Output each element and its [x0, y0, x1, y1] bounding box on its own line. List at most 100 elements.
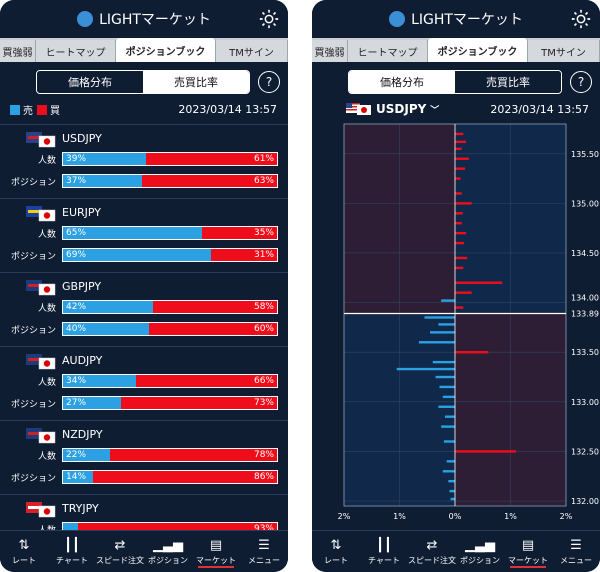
timestamp: 2023/03/14 13:57 — [490, 103, 589, 116]
ratio-bar: 34% 66% — [62, 374, 278, 388]
price-distribution-button[interactable]: 価格分布 — [37, 71, 143, 93]
buy-segment: 58% — [152, 301, 277, 313]
y-tick-label: 132.50 — [571, 447, 599, 456]
row-label: 人数 — [37, 377, 56, 388]
tab-tm-sign[interactable]: TMサイン — [528, 40, 600, 62]
nav-rate-label: レート — [12, 556, 36, 565]
order-bar — [442, 470, 455, 473]
app-logo-icon — [389, 11, 406, 27]
order-bar — [446, 460, 455, 463]
usd-jpy-flags-icon — [26, 132, 56, 148]
trade-ratio-button[interactable]: 売買比率 — [455, 71, 561, 93]
chevron-down-icon: ﹀ — [430, 105, 440, 116]
sell-segment: 40% — [63, 323, 149, 335]
tab-strength[interactable]: 買強弱 — [312, 40, 348, 62]
buy-segment: 63% — [142, 175, 277, 187]
nav-market[interactable]: ▤ マーケット — [504, 531, 552, 572]
position-ratio-row: ポジション 37% 63% — [0, 173, 288, 189]
order-bar — [455, 256, 468, 260]
position-ratio-row: ポジション 40% 60% — [0, 321, 288, 337]
nav-menu[interactable]: ☰ メニュー — [240, 531, 288, 572]
tab-heatmap[interactable]: ヒートマップ — [348, 40, 428, 62]
y-tick-label: 133.50 — [571, 348, 599, 357]
x-tick-label: 1% — [393, 512, 406, 521]
order-bar — [432, 360, 455, 364]
market-news-icon: ▤ — [521, 537, 535, 553]
gear-icon[interactable] — [258, 8, 280, 30]
nav-speed-order[interactable]: ⇄ スピード注文 — [408, 531, 456, 572]
order-bar — [438, 405, 455, 408]
order-bar — [441, 299, 455, 302]
order-bar — [455, 177, 461, 180]
help-button[interactable]: ? — [258, 71, 280, 93]
position-book-chart[interactable]: 135.50 135.00 134.50 134.00 133.89 133.50 133.… — [312, 118, 600, 530]
order-bar — [455, 291, 472, 294]
tab-tm-sign[interactable]: TMサイン — [216, 40, 288, 62]
pair-card: AUDJPY 人数 34% 66% ポジション 27% 73% — [0, 346, 288, 420]
nav-menu[interactable]: ☰ メニュー — [552, 531, 600, 572]
x-tick-label: 2% — [560, 512, 573, 521]
count-ratio-row: 人数 93% — [0, 521, 288, 530]
sell-swatch — [10, 104, 20, 115]
row-label: 人数 — [37, 303, 56, 314]
usd-jpy-flags-icon — [346, 103, 371, 115]
ratio-bar: 65% 35% — [62, 226, 278, 240]
sell-segment — [63, 523, 78, 530]
pair-card: GBPJPY 人数 42% 58% ポジション 40% 60% — [0, 272, 288, 346]
price-distribution-button[interactable]: 価格分布 — [349, 71, 455, 93]
position-ratio-row: ポジション 69% 31% — [0, 247, 288, 263]
ratio-bar: 42% 58% — [62, 300, 278, 314]
nav-position[interactable]: ▁▃▅ ポジション — [456, 531, 504, 572]
nav-position-label: ポジション — [148, 556, 188, 565]
legend: 売 買 — [10, 102, 60, 117]
y-tick-label: 134.50 — [571, 249, 599, 258]
position-bars-icon: ▁▃▅ — [153, 537, 183, 553]
nav-rate[interactable]: ⇅ レート — [312, 531, 360, 572]
order-bar — [455, 450, 517, 453]
app-title: LIGHTマーケット — [99, 12, 211, 28]
candlestick-icon: ┃┃ — [64, 537, 80, 553]
gear-icon[interactable] — [570, 8, 592, 30]
nav-market[interactable]: ▤ マーケット — [192, 531, 240, 572]
legend-sell: 売 — [23, 106, 33, 117]
nav-chart[interactable]: ┃┃ チャート — [48, 531, 96, 572]
menu-icon: ☰ — [258, 537, 270, 553]
y-tick-label: 133.89 — [571, 310, 599, 319]
order-bar — [455, 167, 465, 170]
order-bar — [442, 395, 455, 399]
nav-position[interactable]: ▁▃▅ ポジション — [144, 531, 192, 572]
buy-segment: 78% — [110, 449, 277, 461]
row-label: ポジション — [10, 251, 56, 262]
order-bar — [430, 331, 455, 334]
selected-pair-name: USDJPY — [376, 102, 427, 116]
tab-strength[interactable]: 買強弱 — [0, 40, 36, 62]
pair-selector[interactable]: USDJPY ﹀ — [346, 102, 439, 116]
menu-icon: ☰ — [570, 537, 582, 553]
ratio-bar: 37% 63% — [62, 174, 278, 188]
help-button[interactable]: ? — [570, 71, 592, 93]
tab-position-book[interactable]: ポジションブック — [116, 38, 216, 62]
order-bar — [455, 157, 469, 160]
buy-segment: 61% — [146, 153, 277, 165]
trade-ratio-button[interactable]: 売買比率 — [143, 71, 249, 93]
tab-position-book[interactable]: ポジションブック — [428, 38, 528, 62]
order-bar — [439, 385, 455, 389]
buy-segment: 35% — [202, 227, 277, 239]
nav-rate[interactable]: ⇅ レート — [0, 531, 48, 572]
ratio-bar: 69% 31% — [62, 248, 278, 262]
order-bar — [455, 192, 462, 195]
pair-card: TRYJPY人数 93% — [0, 494, 288, 530]
order-bar — [455, 140, 467, 144]
row-label: 人数 — [37, 229, 56, 240]
order-bar — [438, 323, 455, 326]
nav-speed-label: スピード注文 — [96, 556, 144, 565]
nav-chart[interactable]: ┃┃ チャート — [360, 531, 408, 572]
nav-market-label: マーケット — [508, 556, 548, 565]
nav-speed-order[interactable]: ⇄ スピード注文 — [96, 531, 144, 572]
nav-rate-label: レート — [324, 556, 348, 565]
sell-segment: 14% — [63, 471, 93, 483]
buy-segment: 86% — [92, 471, 277, 483]
count-ratio-row: 人数 22% 78% — [0, 447, 288, 463]
tab-heatmap[interactable]: ヒートマップ — [36, 40, 116, 62]
order-bar — [443, 440, 455, 443]
